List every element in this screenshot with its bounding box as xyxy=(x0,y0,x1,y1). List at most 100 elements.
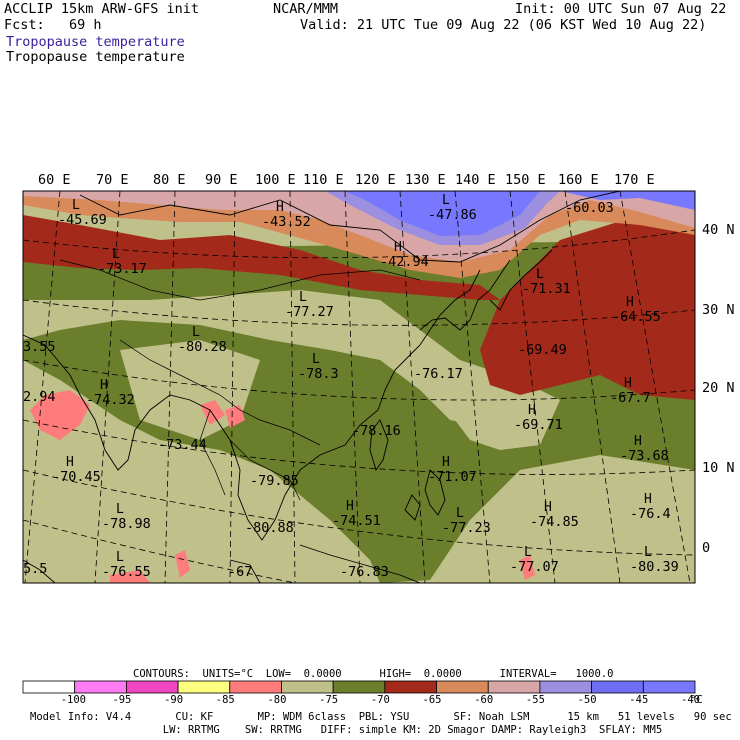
extreme-marker: L xyxy=(116,550,124,565)
extreme-marker: L xyxy=(116,502,124,517)
extreme-value: -77.07 xyxy=(510,559,559,575)
extreme-value: -78.16 xyxy=(352,423,401,439)
extreme-marker: L xyxy=(536,267,544,282)
colorbar-swatch xyxy=(591,680,644,694)
colorbar-tick: -65 xyxy=(422,694,442,706)
extreme-value: -43.52 xyxy=(262,214,311,230)
colorbar-swatch xyxy=(177,680,231,694)
field-title-contour: Tropopause temperature xyxy=(6,49,185,65)
extreme-value: -79.85 xyxy=(250,473,299,489)
field-red-zone-north xyxy=(23,215,500,300)
field-title-colored: Tropopause temperature xyxy=(6,34,185,50)
lon-label: 150 E xyxy=(505,172,546,188)
extreme-value: 2.94 xyxy=(23,389,56,405)
extreme-marker: H xyxy=(626,295,634,310)
footer-model-info: Model Info: V4.4 CU: KF MP: WDM 6class P… xyxy=(30,711,732,723)
field-salmon-india xyxy=(30,390,245,440)
colorbar-swatch xyxy=(384,680,437,694)
extreme-marker: L xyxy=(644,545,652,560)
extreme-value: -80.39 xyxy=(630,559,679,575)
temperature-field-layer xyxy=(23,191,695,583)
extreme-value: 3.55 xyxy=(23,339,56,355)
extreme-marker: L xyxy=(112,247,120,262)
colorbar-tick: -90 xyxy=(164,694,184,706)
extreme-marker: L xyxy=(524,545,532,560)
extreme-marker: L xyxy=(312,352,320,367)
colorbar-swatch xyxy=(487,680,541,694)
lat-label: 20 N xyxy=(702,380,735,396)
colorbar-tick: -50 xyxy=(577,694,597,706)
colorbar-swatch xyxy=(642,680,696,694)
lon-label: 140 E xyxy=(455,172,496,188)
extreme-value: 5.5 xyxy=(23,561,47,577)
extreme-value: -77.27 xyxy=(285,304,334,320)
extreme-value: -60.03 xyxy=(565,200,614,216)
extreme-marker: L xyxy=(299,290,307,305)
contours-info: CONTOURS: UNITS=°C LOW= 0.0000 HIGH= 0.0… xyxy=(133,668,614,680)
borders xyxy=(59,259,421,501)
lon-label: 130 E xyxy=(405,172,446,188)
extreme-value: -69.71 xyxy=(514,417,563,433)
extreme-value: -78.98 xyxy=(102,516,151,532)
extreme-value: -69.49 xyxy=(518,342,567,358)
extreme-marker: H xyxy=(644,492,652,507)
colorbar-swatch xyxy=(539,680,593,694)
lat-label: 30 N xyxy=(702,302,735,318)
extreme-value: -73.68 xyxy=(620,448,669,464)
colorbar-tick: -100 xyxy=(60,694,86,706)
extremes-labels: L-45.69H-43.52L-47.86 -60.03H-42.94L-73.1… xyxy=(23,193,679,580)
colorbar-tick: -75 xyxy=(319,694,339,706)
extreme-marker: L xyxy=(456,506,464,521)
extreme-marker: L xyxy=(192,325,200,340)
graticule xyxy=(23,191,695,583)
extreme-value: -74.32 xyxy=(86,392,135,408)
colorbar-tick: -45 xyxy=(629,694,649,706)
lat-label: 10 N xyxy=(702,460,735,476)
colorbar-tick: -80 xyxy=(267,694,287,706)
extreme-value: -64.55 xyxy=(612,309,661,325)
colorbar-tick: -85 xyxy=(215,694,235,706)
extreme-value: -73.44 xyxy=(158,437,207,453)
colorbar-tick: -40 xyxy=(681,694,700,706)
extreme-marker: H xyxy=(346,499,354,514)
colorbar-swatch xyxy=(332,680,386,694)
colorbar-swatch xyxy=(125,680,179,694)
extreme-value: -77.23 xyxy=(442,520,491,536)
extreme-value: -67.7 xyxy=(610,390,651,406)
extreme-marker: H xyxy=(528,403,536,418)
extreme-value: -71.07 xyxy=(428,469,477,485)
extreme-marker: H xyxy=(624,376,632,391)
field-red-zone-south xyxy=(480,215,695,400)
extreme-marker: L xyxy=(442,193,450,208)
extreme-value: -76.17 xyxy=(414,366,463,382)
lat-label: 40 N xyxy=(702,222,735,238)
lon-label: 170 E xyxy=(614,172,655,188)
lon-label: 100 E xyxy=(255,172,296,188)
extreme-value: -80.28 xyxy=(178,339,227,355)
extreme-value: -67 xyxy=(228,564,252,580)
extreme-marker: H xyxy=(276,200,284,215)
lon-label: 90 E xyxy=(205,172,238,188)
map-frame xyxy=(22,190,696,584)
colorbar-swatch xyxy=(22,680,76,694)
header-model-title: ACCLIP 15km ARW-GFS init xyxy=(4,1,200,17)
extreme-marker: H xyxy=(100,378,108,393)
extreme-value: -74.85 xyxy=(530,514,579,530)
lon-label: 80 E xyxy=(153,172,186,188)
extreme-value: -70.45 xyxy=(52,469,101,485)
extreme-marker: L xyxy=(72,198,80,213)
extreme-marker: H xyxy=(394,240,402,255)
footer-physics-info: LW: RRTMG SW: RRTMG DIFF: simple KM: 2D … xyxy=(30,724,663,736)
extreme-value: -76.4 xyxy=(630,506,671,522)
lon-label: 60 E xyxy=(38,172,71,188)
colorbar-tick: -55 xyxy=(525,694,545,706)
header-forecast-hour: Fcst: 69 h xyxy=(4,17,102,33)
lon-label: 160 E xyxy=(558,172,599,188)
field-light-olive-patches xyxy=(23,292,520,440)
colorbar-swatch xyxy=(229,680,282,694)
header-org: NCAR/MMM xyxy=(273,1,339,17)
extreme-value: -78.3 xyxy=(298,366,339,382)
colorbar-swatch xyxy=(436,680,489,694)
